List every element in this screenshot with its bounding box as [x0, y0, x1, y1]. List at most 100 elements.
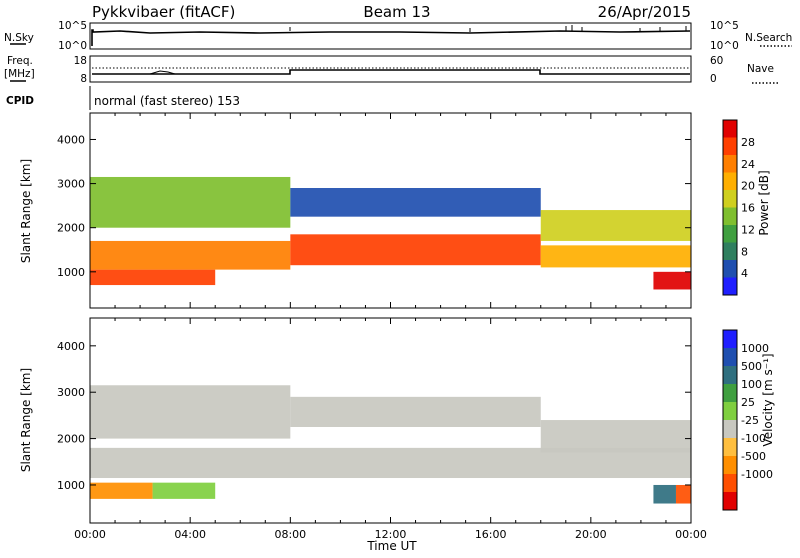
nsearch-label: N.Search	[745, 32, 792, 44]
colorbar-tick-label: -25	[741, 414, 759, 427]
velocity-panel: 1000 2000 3000 4000 00:00 04:00 08:00 12:00 16:…	[19, 317, 775, 553]
colorbar-swatch	[723, 242, 737, 261]
xtick-label: 16:00	[475, 528, 507, 541]
colorbar-tick-label: -1000	[741, 468, 773, 481]
nsky-trace	[91, 29, 691, 46]
colorbar-swatch	[723, 348, 737, 367]
ytick-label: 3000	[57, 178, 85, 191]
xtick-label: 00:00	[675, 528, 707, 541]
noise-left-tick-bottom: 10^0	[58, 40, 87, 52]
power-region-3	[540, 245, 691, 268]
colorbar-tick-label: -100	[741, 432, 766, 445]
colorbar-tick-label: 4	[741, 267, 748, 280]
power-region-4	[90, 176, 291, 228]
power-data-marks	[90, 176, 691, 290]
vel-region-0	[90, 482, 153, 499]
power-region-5	[290, 188, 541, 217]
power-region-7	[653, 271, 691, 290]
colorbar-swatch	[723, 225, 737, 243]
colorbar-swatch	[723, 366, 737, 385]
freq-label: Freq.	[7, 55, 33, 67]
ytick-label: 4000	[57, 340, 85, 353]
colorbar-swatch	[723, 474, 737, 493]
colorbar-swatch	[723, 402, 737, 421]
freq-tick-bottom: 8	[80, 73, 87, 85]
ytick-label: 1000	[57, 266, 85, 279]
power-panel: 1000 2000 3000 4000 Slant Range [km] 4 8 12 16…	[19, 112, 771, 309]
power-region-0	[90, 269, 216, 286]
power-region-6	[540, 210, 691, 241]
freq-tick-top: 18	[74, 55, 87, 67]
xtick-label: 12:00	[375, 528, 407, 541]
colorbar-swatch	[723, 456, 737, 475]
vel-region-5	[540, 420, 691, 453]
colorbar-tick-label: 12	[741, 223, 755, 236]
power-region-2	[290, 234, 541, 266]
nave-tick-top: 60	[710, 55, 723, 67]
noise-left-tick-top: 10^5	[58, 20, 87, 32]
xtick-label: 20:00	[575, 528, 607, 541]
colorbar-swatch	[723, 207, 737, 226]
colorbar-swatch	[723, 420, 737, 439]
freq-panel: Freq. [MHz] 18 8 60 0 Nave	[4, 55, 780, 85]
cpid-label: CPID	[6, 95, 34, 107]
power-colorbar-label: Power [dB]	[757, 170, 771, 235]
power-ylabel: Slant Range [km]	[19, 159, 33, 263]
colorbar-tick-label: 28	[741, 136, 755, 149]
ytick-label: 2000	[57, 222, 85, 235]
vel-region-3	[90, 385, 291, 439]
colorbar-frame	[722, 329, 738, 511]
ytick-label: 1000	[57, 479, 85, 492]
colorbar-swatch	[723, 277, 737, 296]
power-colorbar: 4 8 12 16 20 24 28	[722, 119, 755, 296]
noise-spikes	[289, 25, 687, 32]
vel-region-7	[675, 484, 691, 504]
xtick-label: 00:00	[74, 528, 106, 541]
velocity-y-axis: 1000 2000 3000 4000	[57, 340, 691, 492]
colorbar-swatch	[723, 260, 737, 278]
colorbar-swatch	[723, 155, 737, 173]
colorbar-tick-label: 24	[741, 158, 755, 171]
time-axis-label: Time UT	[366, 539, 417, 553]
nsky-label: N.Sky	[4, 32, 34, 44]
noise-right-tick-bottom: 10^0	[710, 40, 739, 52]
colorbar-tick-label: 20	[741, 180, 755, 193]
velocity-colorbar-label: Velocity [m s⁻¹]	[761, 353, 775, 446]
date-title: 26/Apr/2015	[598, 3, 691, 21]
power-y-axis: 1000 2000 3000 4000	[57, 133, 691, 279]
colorbar-swatch	[723, 120, 737, 138]
ytick-label: 2000	[57, 433, 85, 446]
station-title: Pykkvibaer (fitACF)	[92, 3, 235, 21]
noise-right-tick-top: 10^5	[710, 20, 739, 32]
vel-region-1	[152, 482, 216, 499]
xtick-label: 08:00	[274, 528, 306, 541]
colorbar-tick-label: -500	[741, 450, 766, 463]
colorbar-swatch	[723, 330, 737, 349]
colorbar-swatch	[723, 384, 737, 403]
freq-trace	[92, 69, 690, 75]
velocity-data-marks	[90, 385, 691, 504]
velocity-x-axis: 00:00 04:00 08:00 12:00 16:00 20:00 00:00	[74, 318, 707, 541]
colorbar-swatch	[723, 172, 737, 191]
colorbar-tick-label: 25	[741, 396, 755, 409]
cpid-panel: CPID normal (fast stereo) 153	[6, 86, 240, 110]
power-region-1	[90, 240, 291, 270]
colorbar-frame	[722, 119, 738, 296]
power-x-axis	[89, 113, 692, 308]
velocity-ylabel: Slant Range [km]	[19, 368, 33, 472]
cpid-text: normal (fast stereo) 153	[94, 94, 240, 108]
vel-region-4	[290, 396, 541, 427]
colorbar-swatch	[723, 492, 737, 511]
xtick-label: 04:00	[174, 528, 206, 541]
ytick-label: 4000	[57, 133, 85, 146]
colorbar-swatch	[723, 438, 737, 457]
colorbar-tick-label: 16	[741, 202, 755, 215]
colorbar-swatch	[723, 137, 737, 156]
vel-region-2	[90, 447, 691, 479]
vel-region-6	[653, 484, 676, 504]
beam-title: Beam 13	[363, 3, 430, 21]
freq-unit-label: [MHz]	[4, 68, 35, 80]
noise-panel: N.Sky 10^5 10^0 10^5 10^0 N.Search	[4, 20, 792, 52]
nave-tick-bottom: 0	[710, 73, 717, 85]
